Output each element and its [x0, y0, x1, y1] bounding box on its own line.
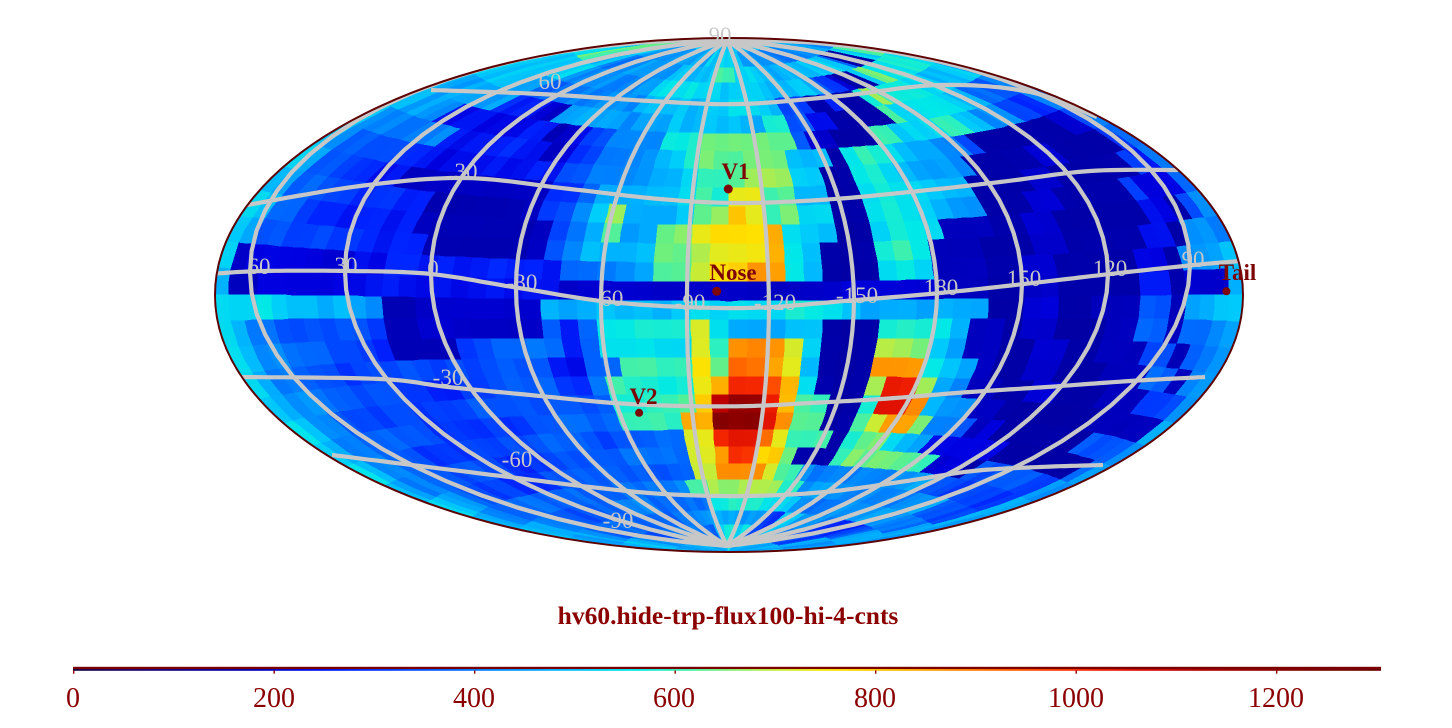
svg-text:30: 30 [455, 159, 478, 184]
svg-text:90: 90 [709, 23, 732, 48]
svg-text:180: 180 [924, 275, 959, 300]
svg-text:800: 800 [854, 683, 896, 714]
svg-text:-120: -120 [754, 290, 796, 315]
svg-text:-60: -60 [593, 286, 624, 311]
svg-text:-90: -90 [675, 290, 706, 315]
svg-text:0: 0 [427, 256, 439, 281]
svg-text:-30: -30 [507, 270, 538, 295]
svg-text:150: 150 [1007, 266, 1042, 291]
svg-text:-150: -150 [836, 283, 878, 308]
svg-text:60: 60 [539, 69, 562, 94]
svg-text:1000: 1000 [1048, 683, 1104, 714]
svg-text:-30: -30 [433, 365, 464, 390]
svg-text:hv60.hide-trp-flux100-hi-4-cnt: hv60.hide-trp-flux100-hi-4-cnts [558, 601, 899, 630]
svg-text:90: 90 [1182, 247, 1205, 272]
svg-text:30: 30 [335, 253, 358, 278]
svg-text:0: 0 [66, 683, 80, 714]
svg-text:Nose: Nose [709, 260, 756, 285]
svg-text:60: 60 [248, 254, 271, 279]
svg-text:V2: V2 [629, 384, 657, 409]
svg-text:120: 120 [1093, 256, 1128, 281]
svg-text:400: 400 [453, 683, 495, 714]
svg-text:Tail: Tail [1219, 260, 1257, 285]
svg-text:600: 600 [653, 683, 695, 714]
svg-text:-60: -60 [502, 447, 533, 472]
svg-text:V1: V1 [721, 159, 749, 184]
svg-text:-90: -90 [603, 508, 634, 533]
svg-text:200: 200 [253, 683, 295, 714]
svg-text:1200: 1200 [1248, 683, 1304, 714]
